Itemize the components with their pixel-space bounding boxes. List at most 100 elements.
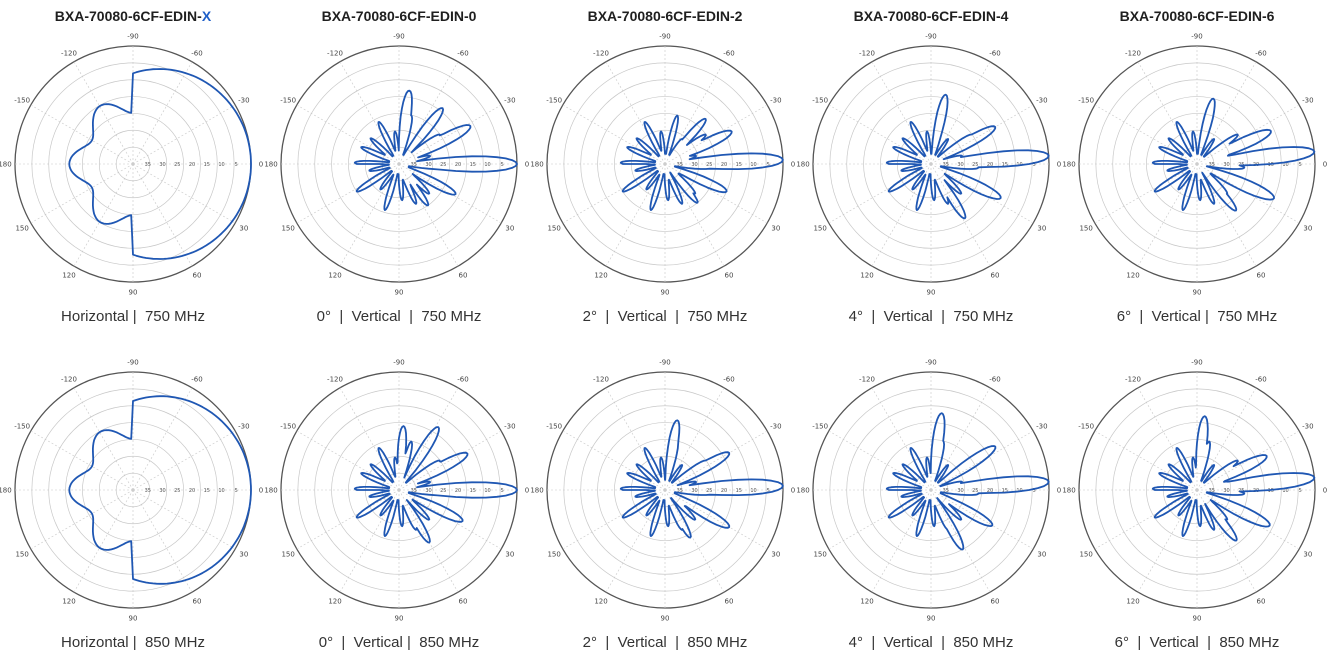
- angle-tick-label: -90: [925, 33, 936, 41]
- angle-tick-label: 150: [15, 225, 28, 233]
- angle-tick-label: 90: [927, 289, 936, 297]
- chart-caption: Horizontal | 750 MHz: [61, 308, 205, 325]
- angle-tick-label: -60: [457, 376, 468, 384]
- angle-tick-label: -30: [238, 423, 249, 431]
- col-title-main: BXA-70080-6CF-EDIN-0: [321, 8, 477, 24]
- grid-spoke: [30, 430, 134, 491]
- radial-tick-label: 15: [736, 488, 742, 494]
- col-title-main: BXA-70080-6CF-EDIN-4: [853, 8, 1009, 24]
- angle-tick-label: 180: [530, 487, 543, 495]
- radial-tick-label: 30: [1223, 488, 1229, 494]
- grid-spoke: [398, 163, 459, 267]
- angle-tick-label: 0: [1323, 487, 1327, 495]
- angle-tick-label: -30: [770, 97, 781, 105]
- grid-spoke: [930, 430, 1034, 491]
- polar-chart-4: 0 -30 -60 -90 -120 -150 180 150 120 90 60 30 35 30 25 2…: [1062, 26, 1330, 326]
- chart-caption: 0° | Vertical | 750 MHz: [316, 308, 482, 325]
- pattern-trace: [619, 419, 784, 539]
- angle-tick-label: 30: [239, 551, 248, 559]
- radial-tick-label: 25: [440, 162, 446, 168]
- chart-caption: 0° | Vertical | 850 MHz: [318, 634, 480, 651]
- angle-tick-label: 60: [459, 271, 468, 279]
- chart-caption: Horizontal | 850 MHz: [61, 634, 205, 651]
- angle-tick-label: -150: [14, 97, 30, 105]
- angle-tick-label: 30: [1037, 551, 1046, 559]
- grid-spoke: [73, 387, 134, 491]
- angle-tick-label: 0: [525, 161, 529, 169]
- angle-tick-label: -60: [1255, 50, 1266, 58]
- grid-spoke: [1094, 163, 1198, 224]
- radial-tick-label: 5: [1033, 162, 1036, 168]
- angle-tick-label: -30: [1302, 97, 1313, 105]
- polar-chart-5: 0 -30 -60 -90 -120 -150 180 150 120 90 60 30 35 30 25 2…: [0, 352, 266, 652]
- grid-spoke: [30, 489, 134, 550]
- angle-tick-label: 150: [813, 551, 826, 559]
- grid-ring: [597, 96, 733, 232]
- angle-tick-label: 180: [0, 487, 12, 495]
- grid-spoke: [398, 489, 459, 593]
- angle-tick-label: 90: [395, 615, 404, 623]
- radial-tick-label: 5: [1033, 488, 1036, 494]
- radial-tick-label: 30: [159, 488, 165, 494]
- polar-chart-2: 0 -30 -60 -90 -120 -150 180 150 120 90 60 30 35 30 25 2…: [530, 26, 798, 326]
- angle-tick-label: -150: [280, 97, 296, 105]
- radial-tick-label: 30: [425, 488, 431, 494]
- grid-ring: [597, 422, 733, 558]
- angle-tick-label: 120: [860, 271, 873, 279]
- grid-spoke: [132, 61, 193, 165]
- angle-tick-label: -150: [812, 97, 828, 105]
- col-title-2: BXA-70080-6CF-EDIN-2: [532, 8, 798, 24]
- radial-tick-label: 25: [706, 162, 712, 168]
- radial-tick-label: 25: [972, 162, 978, 168]
- pattern-trace: [353, 89, 518, 211]
- pattern-trace: [1151, 97, 1316, 212]
- grid-spoke: [828, 163, 932, 224]
- radial-tick-label: 30: [1223, 162, 1229, 168]
- angle-tick-label: 150: [281, 551, 294, 559]
- radial-tick-label: 35: [1209, 162, 1215, 168]
- grid-spoke: [30, 104, 134, 165]
- radial-tick-label: 15: [1268, 162, 1274, 168]
- pattern-trace: [619, 114, 784, 211]
- polar-chart-8: 0 -30 -60 -90 -120 -150 180 150 120 90 60 30 35 30 25 2…: [796, 352, 1064, 652]
- col-title-main: BXA-70080-6CF-EDIN-6: [1119, 8, 1275, 24]
- angle-tick-label: 60: [991, 271, 1000, 279]
- angle-tick-label: -60: [723, 50, 734, 58]
- angle-tick-label: 120: [62, 271, 75, 279]
- pattern-trace: [68, 395, 252, 585]
- angle-tick-label: 30: [239, 225, 248, 233]
- angle-tick-label: -60: [723, 376, 734, 384]
- col-title-main: BXA-70080-6CF-EDIN-2: [587, 8, 743, 24]
- radial-tick-label: 30: [957, 162, 963, 168]
- radial-tick-label: 35: [411, 488, 417, 494]
- angle-tick-label: -90: [1191, 359, 1202, 367]
- angle-tick-label: -120: [593, 376, 609, 384]
- chart-caption: 4° | Vertical | 750 MHz: [848, 308, 1014, 325]
- pattern-trace: [885, 412, 1050, 551]
- grid-spoke: [1196, 430, 1300, 491]
- angle-tick-label: 120: [594, 597, 607, 605]
- grid-spoke: [296, 489, 400, 550]
- grid-ring: [614, 439, 716, 541]
- angle-tick-label: -30: [238, 97, 249, 105]
- grid-ring: [331, 422, 467, 558]
- angle-tick-label: -30: [504, 423, 515, 431]
- angle-tick-label: -90: [393, 359, 404, 367]
- grid-spoke: [562, 489, 666, 550]
- grid-spoke: [73, 61, 134, 165]
- grid-ring: [331, 96, 467, 232]
- angle-tick-label: -60: [989, 376, 1000, 384]
- radial-tick-label: 15: [1002, 162, 1008, 168]
- col-title-3: BXA-70080-6CF-EDIN-4: [798, 8, 1064, 24]
- angle-tick-label: -120: [61, 376, 77, 384]
- col-title-suffix: X: [201, 8, 212, 24]
- chart-caption: 2° | Vertical | 750 MHz: [582, 308, 748, 325]
- radial-tick-label: 30: [159, 162, 165, 168]
- grid-ring: [65, 96, 201, 232]
- angle-tick-label: -120: [859, 376, 875, 384]
- polar-chart-6: 0 -30 -60 -90 -120 -150 180 150 120 90 60 30 35 30 25 2…: [264, 352, 532, 652]
- radial-tick-label: 15: [204, 162, 210, 168]
- radial-tick-label: 5: [1299, 488, 1302, 494]
- radial-tick-label: 15: [736, 162, 742, 168]
- angle-tick-label: 30: [1037, 225, 1046, 233]
